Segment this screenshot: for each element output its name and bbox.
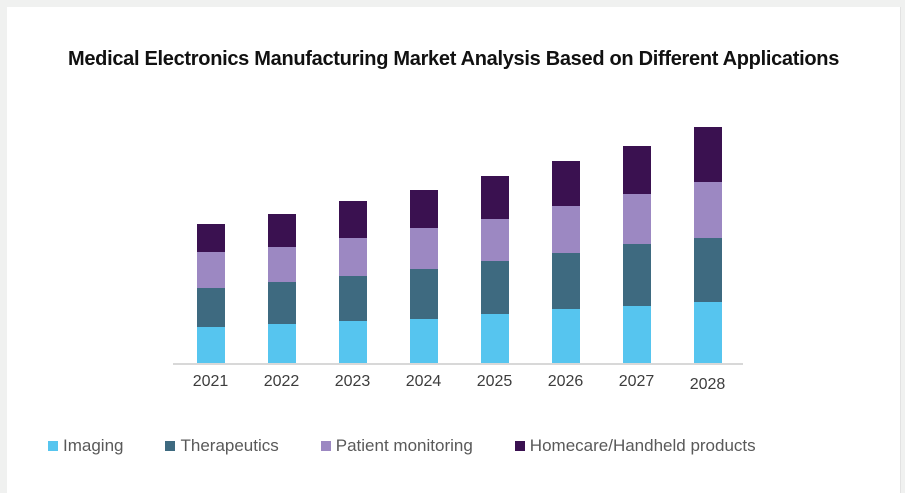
bar-segment-imaging [267, 323, 296, 363]
legend-label: Homecare/Handheld products [529, 436, 756, 455]
bar-segment-imaging [622, 305, 651, 363]
bar-segment-imaging [196, 327, 225, 363]
bar-segment-imaging [480, 313, 509, 363]
bar-segment-therapeutics [551, 252, 580, 309]
x-tick-label-2023: 2023 [334, 373, 371, 390]
bar-segment-homecare-handheld-products [480, 176, 509, 219]
bar-2021 [196, 223, 225, 363]
legend-swatch-icon [48, 441, 58, 451]
bar-segment-imaging [338, 320, 367, 363]
bar-segment-homecare-handheld-products [409, 189, 438, 228]
x-tick-label-2027: 2027 [618, 373, 655, 390]
legend-label: Patient monitoring [335, 436, 473, 455]
legend-item-patient-monitoring: Patient monitoring [320, 436, 473, 456]
bar-segment-homecare-handheld-products [338, 200, 367, 238]
bar-segment-patient-monitoring [622, 194, 651, 244]
x-tick-label-2025: 2025 [476, 373, 513, 390]
legend-item-therapeutics: Therapeutics [165, 436, 279, 456]
bar-segment-homecare-handheld-products [196, 223, 225, 252]
x-axis-labels: 2021 2022 2023 2024 2025 2026 2027 2028 [173, 373, 743, 397]
legend-label: Imaging [63, 436, 124, 455]
bar-segment-therapeutics [338, 276, 367, 321]
legend-item-homecare-handheld-products: Homecare/Handheld products [514, 436, 756, 456]
bar-2024 [409, 189, 438, 363]
bar-segment-patient-monitoring [196, 252, 225, 288]
bar-segment-imaging [551, 309, 580, 363]
bar-segment-patient-monitoring [551, 205, 580, 253]
bar-2022 [267, 213, 296, 363]
chart-card: Medical Electronics Manufacturing Market… [7, 7, 901, 493]
plot-area [173, 110, 743, 365]
legend-swatch-icon [320, 441, 331, 451]
bar-segment-homecare-handheld-products [693, 127, 722, 182]
legend: Imaging Therapeutics Patient monitoring Hom… [48, 436, 756, 456]
legend-swatch-icon [514, 441, 525, 451]
bar-2023 [338, 200, 367, 363]
bar-2026 [551, 160, 580, 363]
bar-2025 [480, 176, 509, 363]
bar-segment-patient-monitoring [693, 181, 722, 238]
bar-segment-therapeutics [480, 261, 509, 314]
bar-segment-patient-monitoring [480, 218, 509, 261]
x-tick-label-2026: 2026 [547, 373, 584, 390]
bar-segment-imaging [409, 318, 438, 363]
bar-segment-homecare-handheld-products [551, 160, 580, 206]
bar-segment-imaging [693, 301, 722, 363]
legend-swatch-icon [165, 441, 176, 451]
x-tick-label-2021: 2021 [192, 373, 229, 390]
bar-segment-homecare-handheld-products [622, 145, 651, 194]
chart-title: Medical Electronics Manufacturing Market… [67, 48, 840, 70]
bar-segment-patient-monitoring [267, 246, 296, 282]
bar-segment-therapeutics [196, 288, 225, 327]
legend-label: Therapeutics [180, 436, 279, 455]
bar-segment-therapeutics [409, 268, 438, 319]
x-tick-label-2024: 2024 [405, 373, 442, 390]
bar-segment-therapeutics [622, 244, 651, 306]
bar-segment-therapeutics [693, 237, 722, 302]
bar-segment-patient-monitoring [409, 227, 438, 269]
x-tick-label-2028: 2028 [689, 376, 726, 393]
legend-item-imaging: Imaging [48, 436, 123, 456]
x-tick-label-2022: 2022 [263, 373, 300, 390]
bar-2027 [622, 145, 651, 363]
bar-segment-homecare-handheld-products [267, 213, 296, 247]
bar-segment-therapeutics [267, 281, 296, 324]
bar-segment-patient-monitoring [338, 237, 367, 276]
bar-2028 [693, 127, 722, 363]
